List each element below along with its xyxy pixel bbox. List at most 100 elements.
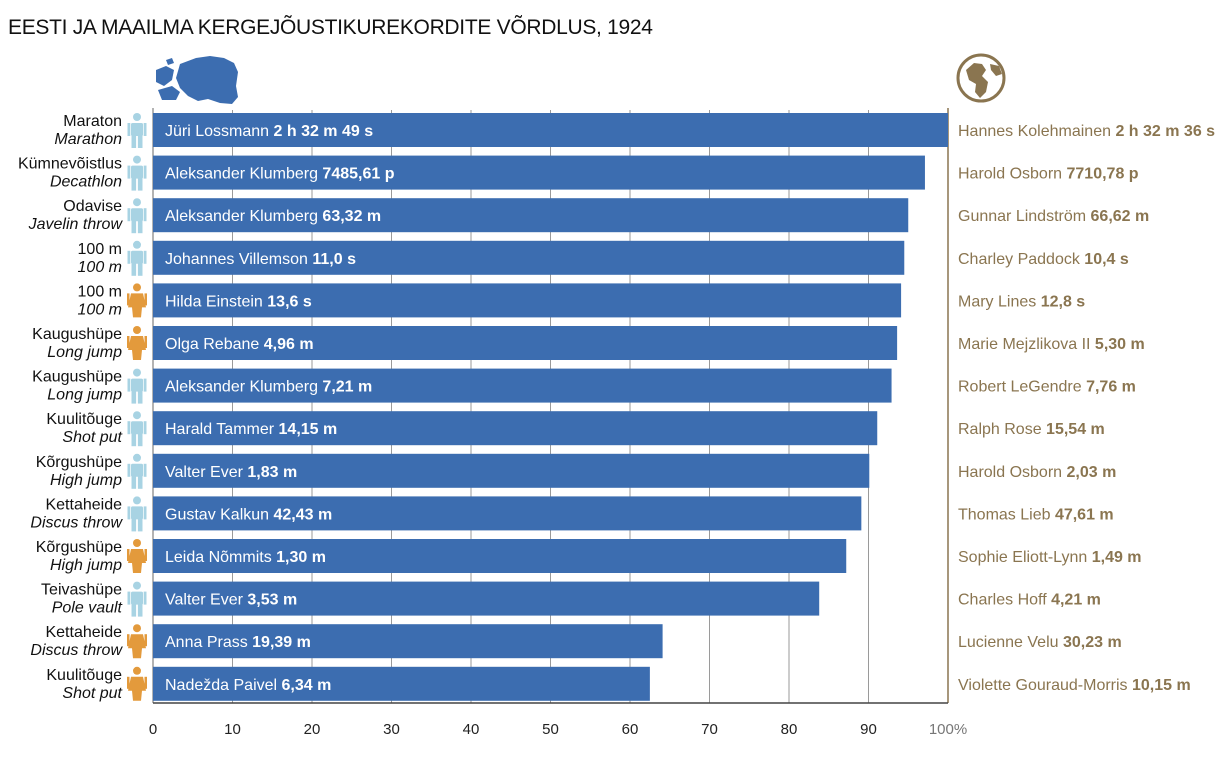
estonian-athlete: Valter Ever	[165, 592, 247, 609]
x-tick-label: 20	[304, 721, 321, 738]
world-athlete: Thomas Lieb	[958, 506, 1055, 523]
category-label-et: Odavise	[63, 198, 122, 215]
world-record-label: Ralph Rose 15,54 m	[958, 421, 1105, 438]
estonian-record-label: Anna Prass 19,39 m	[165, 634, 311, 651]
estonian-result: 13,6 s	[267, 293, 312, 310]
male-athlete-icon	[127, 581, 147, 617]
bar	[153, 283, 902, 318]
world-result: 30,23 m	[1063, 634, 1122, 651]
category-label-en: Shot put	[62, 685, 122, 702]
world-result: 12,8 s	[1041, 293, 1086, 310]
bar	[153, 368, 892, 403]
world-athlete: Mary Lines	[958, 293, 1041, 310]
world-record-label: Gunnar Lindström 66,62 m	[958, 208, 1149, 225]
category-label-et: Teivashüpe	[41, 582, 122, 599]
world-result: 2 h 32 m 36 s	[1115, 123, 1215, 140]
estonian-record-label: Harald Tammer 14,15 m	[165, 421, 337, 438]
bar	[153, 581, 820, 616]
world-athlete: Sophie Eliott-Lynn	[958, 549, 1092, 566]
category-label-et: Kettaheide	[45, 624, 122, 641]
estonian-result: 3,53 m	[247, 592, 297, 609]
estonian-result: 14,15 m	[279, 421, 338, 438]
bar	[153, 453, 870, 488]
estonian-result: 7,21 m	[322, 379, 372, 396]
category-label-en: 100 m	[78, 301, 122, 318]
x-tick-label: 40	[463, 721, 480, 738]
estonian-record-label: Johannes Villemson 11,0 s	[165, 251, 356, 268]
world-athlete: Lucienne Velu	[958, 634, 1063, 651]
male-athlete-icon	[127, 368, 147, 404]
category-label-et: Kuulitõuge	[46, 667, 122, 684]
x-tick-label: 100%	[929, 721, 967, 738]
female-athlete-icon	[127, 283, 147, 318]
category-label-et: Kaugushüpe	[32, 369, 122, 386]
category-label-en: Javelin throw	[28, 216, 124, 233]
x-tick-label: 80	[781, 721, 798, 738]
estonian-result: 11,0 s	[312, 251, 356, 268]
category-label-en: Shot put	[62, 429, 122, 446]
estonian-athlete: Valter Ever	[165, 464, 247, 481]
estonian-record-label: Valter Ever 3,53 m	[165, 592, 297, 609]
world-athlete: Gunnar Lindström	[958, 208, 1091, 225]
estonian-record-label: Olga Rebane 4,96 m	[165, 336, 314, 353]
estonian-record-label: Nadežda Paivel 6,34 m	[165, 677, 331, 694]
category-label-et: Maraton	[63, 113, 122, 130]
category-label-et: Kettaheide	[45, 496, 122, 513]
male-athlete-icon	[127, 155, 147, 191]
male-athlete-icon	[127, 411, 147, 447]
world-record-label: Mary Lines 12,8 s	[958, 293, 1085, 310]
estonian-record-label: Hilda Einstein 13,6 s	[165, 293, 312, 310]
world-result: 7,76 m	[1086, 379, 1136, 396]
world-athlete: Charley Paddock	[958, 251, 1084, 268]
estonian-athlete: Johannes Villemson	[165, 251, 312, 268]
male-athlete-icon	[127, 240, 147, 276]
estonia-map-icon	[156, 56, 238, 104]
category-label-en: Pole vault	[52, 600, 123, 617]
world-athlete: Charles Hoff	[958, 592, 1051, 609]
female-athlete-icon	[127, 666, 147, 701]
estonian-athlete: Nadežda Paivel	[165, 677, 282, 694]
estonian-athlete: Leida Nõmmits	[165, 549, 276, 566]
world-record-label: Thomas Lieb 47,61 m	[958, 506, 1114, 523]
estonian-record-label: Aleksander Klumberg 63,32 m	[165, 208, 381, 225]
estonian-record-label: Valter Ever 1,83 m	[165, 464, 297, 481]
world-athlete: Hannes Kolehmainen	[958, 123, 1115, 140]
category-label-en: High jump	[50, 472, 122, 489]
world-record-label: Hannes Kolehmainen 2 h 32 m 36 s	[958, 123, 1215, 140]
bar	[153, 411, 878, 446]
world-athlete: Violette Gouraud-Morris	[958, 677, 1132, 694]
world-result: 2,03 m	[1067, 464, 1117, 481]
estonian-result: 42,43 m	[274, 506, 333, 523]
world-result: 15,54 m	[1046, 421, 1105, 438]
estonian-result: 2 h 32 m 49 s	[274, 123, 374, 140]
female-athlete-icon	[127, 539, 147, 573]
estonian-result: 7485,61 p	[322, 166, 394, 183]
estonian-athlete: Hilda Einstein	[165, 293, 267, 310]
world-athlete: Robert LeGendre	[958, 379, 1086, 396]
x-axis: 0 10 20 30 40 50 60 70 80 90 100%	[149, 702, 967, 738]
category-label-et: Kõrgushüpe	[36, 454, 122, 471]
male-athlete-icon	[127, 453, 147, 489]
estonian-athlete: Gustav Kalkun	[165, 506, 274, 523]
x-tick-label: 30	[383, 721, 400, 738]
estonian-record-label: Aleksander Klumberg 7,21 m	[165, 379, 372, 396]
category-label-en: Long jump	[47, 344, 122, 361]
category-label-en: Discus throw	[30, 514, 123, 531]
world-result: 4,21 m	[1051, 592, 1101, 609]
category-label-en: Marathon	[54, 131, 122, 148]
category-label-en: Decathlon	[50, 174, 122, 191]
category-label-et: Kaugushüpe	[32, 326, 122, 343]
estonian-result: 63,32 m	[322, 208, 381, 225]
world-record-label: Lucienne Velu 30,23 m	[958, 634, 1122, 651]
estonian-result: 1,83 m	[247, 464, 297, 481]
world-record-label: Sophie Eliott-Lynn 1,49 m	[958, 549, 1142, 566]
estonian-result: 19,39 m	[252, 634, 311, 651]
world-result: 47,61 m	[1055, 506, 1114, 523]
male-athlete-icon	[127, 496, 147, 532]
estonian-athlete: Aleksander Klumberg	[165, 379, 322, 396]
